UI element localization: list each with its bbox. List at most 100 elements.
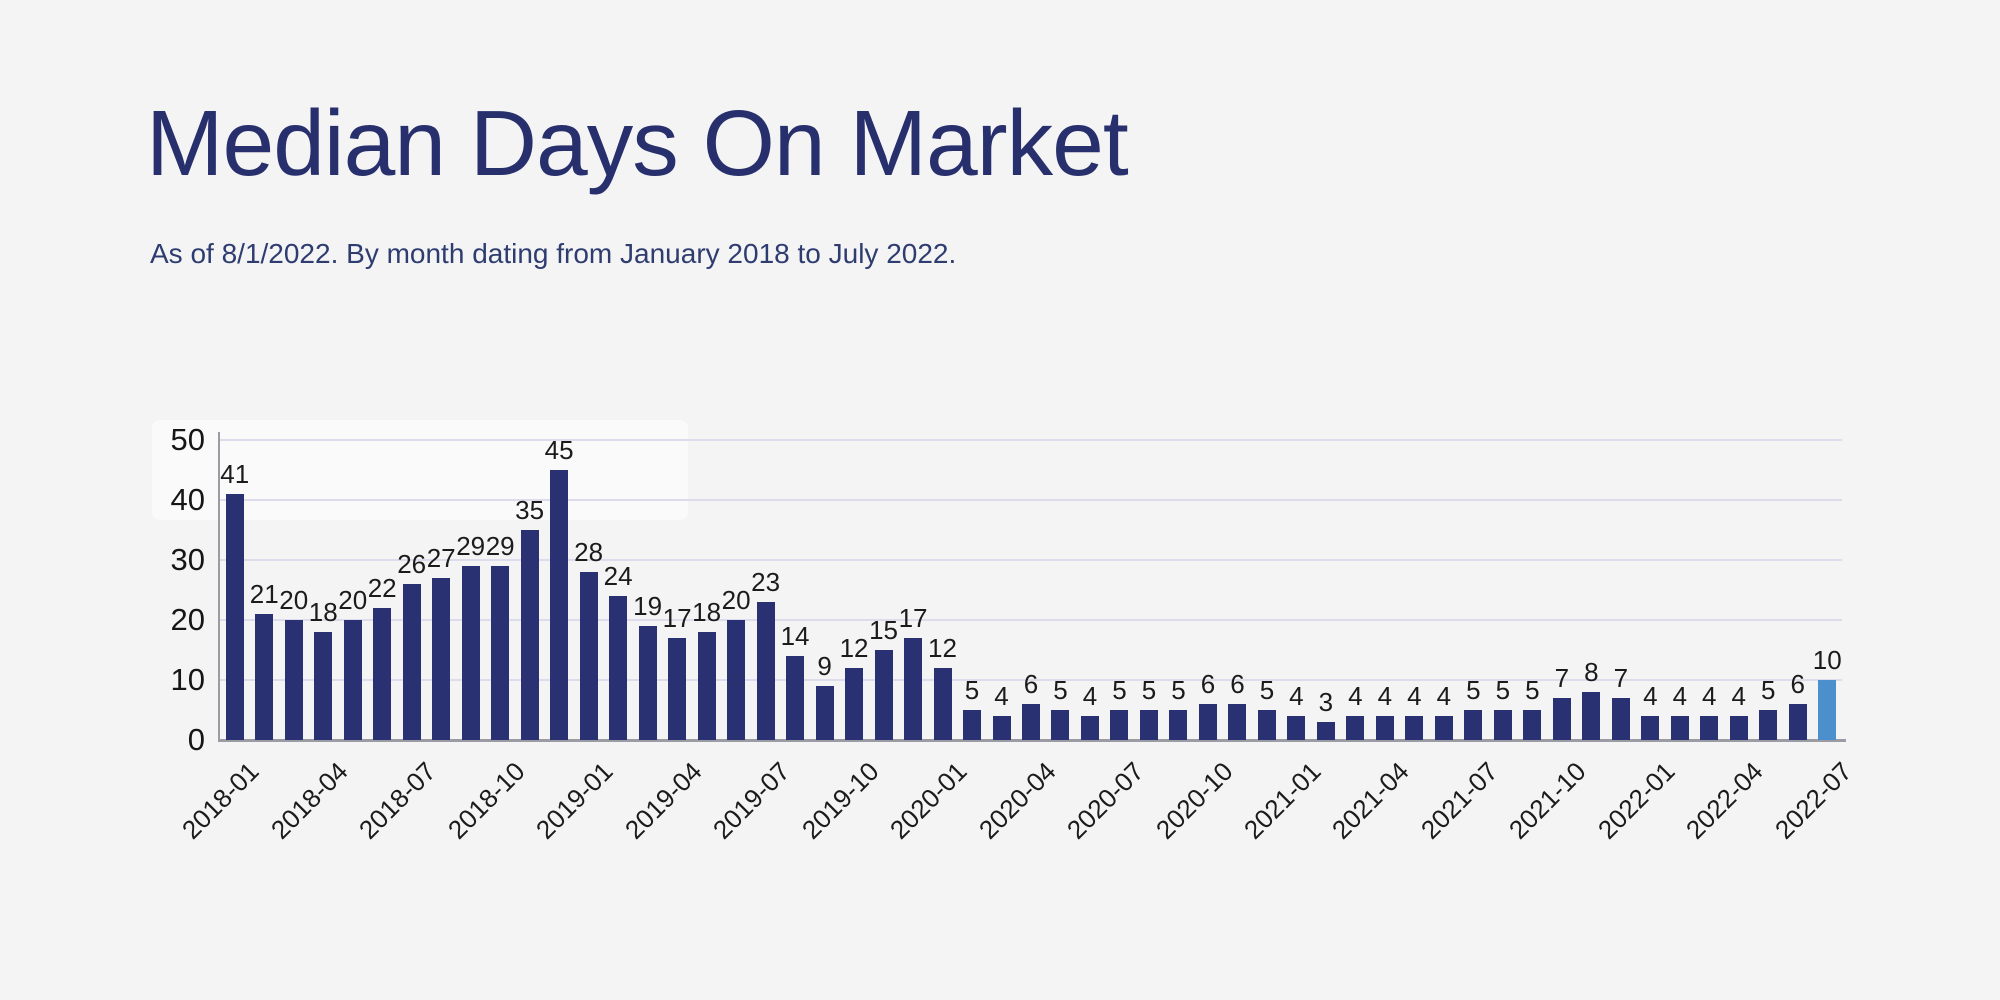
gridline: [220, 679, 1842, 681]
y-tick-label: 50: [170, 422, 205, 457]
bar-value-label: 4: [1643, 681, 1658, 711]
x-axis-line: [218, 739, 1846, 742]
bar-value-label: 5: [1761, 675, 1776, 705]
bar-2018-09[interactable]: [461, 566, 480, 740]
x-tick-label: 2020-07: [1061, 756, 1150, 845]
bar-2022-06[interactable]: [1788, 704, 1807, 740]
bar-value-label: 23: [751, 567, 781, 597]
bar-2021-02[interactable]: [1316, 722, 1335, 740]
bar-value-label: 5: [1466, 675, 1481, 705]
bar-2020-11[interactable]: [1228, 704, 1247, 740]
bar-value-label: 4: [1348, 681, 1363, 711]
bar-2019-11[interactable]: [874, 650, 893, 740]
bar-2018-04[interactable]: [314, 632, 333, 740]
bar-value-label: 26: [397, 549, 427, 579]
bar-2020-10[interactable]: [1198, 704, 1217, 740]
bar-2021-04[interactable]: [1375, 716, 1394, 740]
bar-2020-04[interactable]: [1022, 704, 1040, 740]
bar-2022-02[interactable]: [1670, 716, 1689, 740]
chart-subtitle: As of 8/1/2022. By month dating from Jan…: [150, 238, 957, 269]
bar-2019-10[interactable]: [845, 668, 864, 740]
bar-2019-02[interactable]: [609, 596, 628, 740]
bar-2021-03[interactable]: [1346, 716, 1365, 740]
bar-2018-11[interactable]: [520, 530, 539, 740]
bar-2021-12[interactable]: [1611, 698, 1630, 740]
bar-value-label: 17: [898, 603, 928, 633]
bar-2019-08[interactable]: [786, 656, 805, 740]
bar-2019-09[interactable]: [815, 686, 834, 740]
bar-2020-09[interactable]: [1169, 710, 1188, 740]
bar-2022-07[interactable]: [1818, 680, 1837, 740]
bar-2019-06[interactable]: [727, 620, 746, 740]
bar-value-label: 18: [308, 597, 338, 627]
y-tick-label: 10: [170, 662, 205, 697]
y-tick-label: 20: [170, 602, 205, 637]
bar-2022-03[interactable]: [1700, 716, 1719, 740]
bar-value-label: 5: [1053, 675, 1068, 705]
bar-value-label: 28: [574, 537, 604, 567]
bar-value-label: 5: [1112, 675, 1127, 705]
y-tick-label: 0: [187, 722, 205, 757]
bar-2019-03[interactable]: [638, 626, 657, 740]
bar-2018-06[interactable]: [373, 608, 392, 740]
bar-2018-02[interactable]: [255, 614, 274, 740]
bar-value-label: 7: [1554, 663, 1570, 693]
x-tick-label: 2022-04: [1680, 756, 1770, 845]
bar-2021-09[interactable]: [1523, 710, 1542, 740]
bar-2019-12[interactable]: [904, 638, 923, 740]
bar-2019-07[interactable]: [756, 602, 775, 740]
bar-2022-05[interactable]: [1759, 710, 1778, 740]
gridline: [220, 559, 1842, 561]
bar-2020-08[interactable]: [1139, 710, 1158, 740]
y-tick-label: 40: [170, 482, 205, 517]
bar-value-label: 27: [426, 543, 456, 573]
bar-2018-12[interactable]: [550, 470, 569, 740]
bar-2021-05[interactable]: [1405, 716, 1424, 740]
x-tick-label: 2018-10: [441, 756, 531, 845]
x-tick-label: 2018-07: [353, 756, 442, 845]
bar-2020-07[interactable]: [1110, 710, 1129, 740]
bar-2022-01[interactable]: [1641, 716, 1660, 740]
gridline: [220, 439, 1842, 441]
bar-value-label: 45: [544, 435, 574, 465]
bar-2021-11[interactable]: [1582, 692, 1601, 740]
y-axis-line: [218, 432, 220, 741]
bar-value-label: 17: [662, 603, 692, 633]
bar-2021-01[interactable]: [1287, 716, 1306, 740]
bar-2019-01[interactable]: [579, 572, 598, 740]
bar-2020-01[interactable]: [933, 668, 952, 740]
bar-value-label: 4: [1731, 681, 1747, 711]
bar-value-label: 5: [1141, 675, 1157, 705]
x-tick-label: 2019-04: [618, 756, 708, 845]
bar-2019-05[interactable]: [697, 632, 716, 740]
bar-value-label: 5: [1495, 675, 1511, 705]
bar-2020-06[interactable]: [1080, 716, 1099, 740]
bar-value-label: 5: [1171, 675, 1186, 705]
bar-2020-05[interactable]: [1051, 710, 1070, 740]
bar-2018-01[interactable]: [225, 494, 244, 740]
bar-2018-05[interactable]: [343, 620, 362, 740]
bar-2018-03[interactable]: [284, 620, 303, 740]
bar-2018-07[interactable]: [402, 584, 421, 740]
x-tick-label: 2018-01: [176, 756, 265, 845]
y-tick-label: 30: [170, 542, 205, 577]
bar-2020-12[interactable]: [1257, 710, 1276, 740]
bar-2020-03[interactable]: [992, 716, 1011, 740]
bar-value-label: 20: [338, 585, 368, 615]
bar-2022-04[interactable]: [1729, 716, 1748, 740]
bar-2021-06[interactable]: [1434, 716, 1453, 740]
bar-2021-10[interactable]: [1552, 698, 1571, 740]
bar-value-label: 6: [1023, 669, 1039, 699]
bar-value-label: 22: [367, 573, 397, 603]
bar-value-label: 12: [928, 633, 957, 663]
bar-value-label: 21: [249, 579, 279, 609]
bar-value-label: 10: [1812, 645, 1842, 675]
bar-2019-04[interactable]: [668, 638, 687, 740]
bar-2020-02[interactable]: [963, 710, 982, 740]
bar-2021-08[interactable]: [1493, 710, 1512, 740]
bar-2018-10[interactable]: [491, 566, 510, 740]
bar-2018-08[interactable]: [432, 578, 451, 740]
bar-value-label: 5: [1525, 675, 1540, 705]
bar-2021-07[interactable]: [1464, 710, 1483, 740]
x-tick-label: 2022-01: [1591, 756, 1681, 845]
